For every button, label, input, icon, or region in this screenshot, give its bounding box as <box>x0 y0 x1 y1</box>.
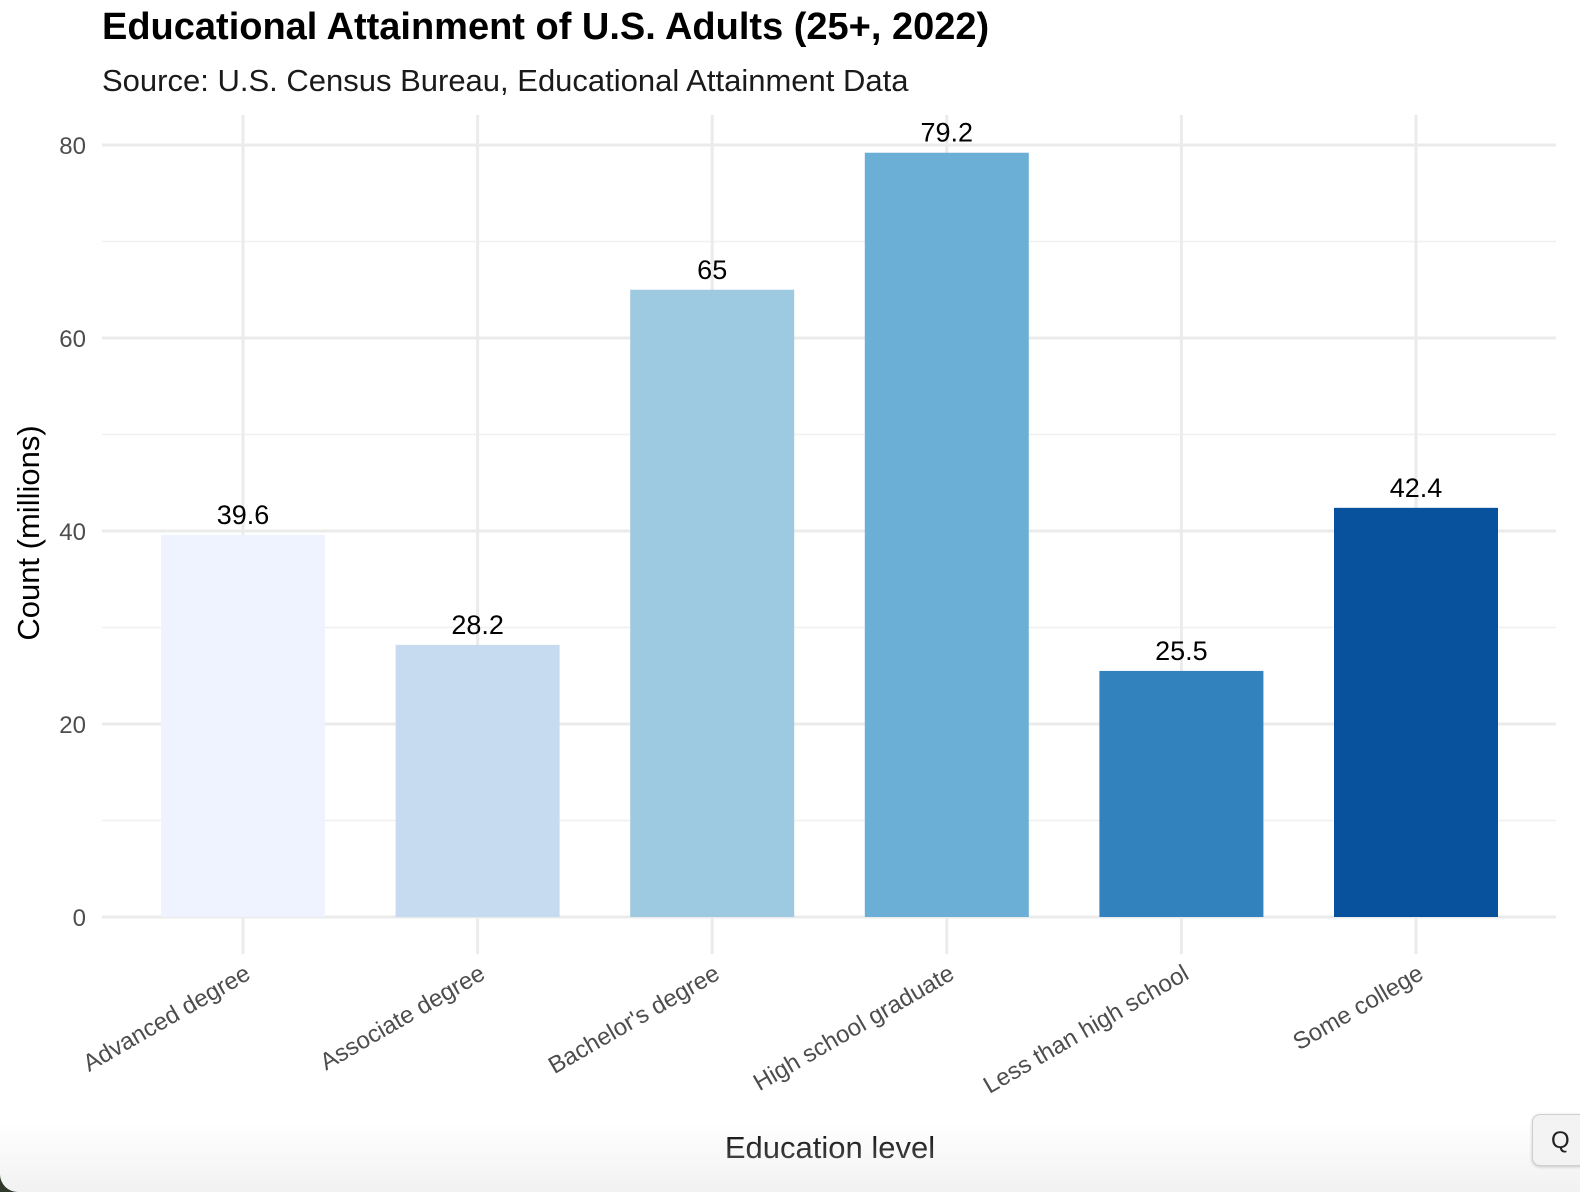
bar-value-label: 65 <box>697 255 727 285</box>
minor-gridlines <box>102 240 1556 822</box>
x-tick-label: Bachelor's degree <box>544 960 724 1080</box>
x-axis-tick-labels: Advanced degree Associate degree Bachelor'… <box>79 960 1428 1099</box>
y-tick-label: 20 <box>59 712 86 739</box>
x-tick-label: Less than high school <box>979 960 1194 1099</box>
bar <box>161 534 325 917</box>
bar <box>864 152 1029 918</box>
y-tick-label: 80 <box>59 133 86 160</box>
bar-value-labels: 39.6 28.2 65 79.2 25.5 42.4 <box>217 118 1443 666</box>
chart-title: Educational Attainment of U.S. Adults (2… <box>102 6 989 48</box>
bars <box>161 152 1498 918</box>
bar-value-label: 39.6 <box>217 500 270 530</box>
x-tick-label: Advanced degree <box>79 960 255 1077</box>
x-axis-title: Education level <box>725 1130 935 1165</box>
x-axis-ticks <box>241 917 1418 954</box>
bar <box>630 289 795 917</box>
bar-value-label: 42.4 <box>1390 473 1443 503</box>
chart-subtitle: Source: U.S. Census Bureau, Educational … <box>102 63 909 98</box>
x-tick-label: Some college <box>1289 960 1428 1056</box>
bar-value-label: 79.2 <box>921 118 974 148</box>
bar-value-label: 28.2 <box>451 610 504 640</box>
bar <box>1334 507 1498 917</box>
bar-value-label: 25.5 <box>1155 636 1208 666</box>
x-tick-label: High school graduate <box>749 960 959 1097</box>
y-axis-tick-labels: 0 20 40 60 80 <box>59 133 86 932</box>
bar <box>1099 670 1264 917</box>
x-tick-label: Associate degree <box>315 960 489 1076</box>
y-tick-label: 40 <box>59 519 86 546</box>
bar <box>395 644 560 917</box>
y-axis-title: Count (millions) <box>11 425 46 640</box>
y-tick-label: 0 <box>73 905 86 932</box>
corner-button[interactable]: Q <box>1532 1114 1580 1166</box>
y-tick-label: 60 <box>59 326 86 353</box>
